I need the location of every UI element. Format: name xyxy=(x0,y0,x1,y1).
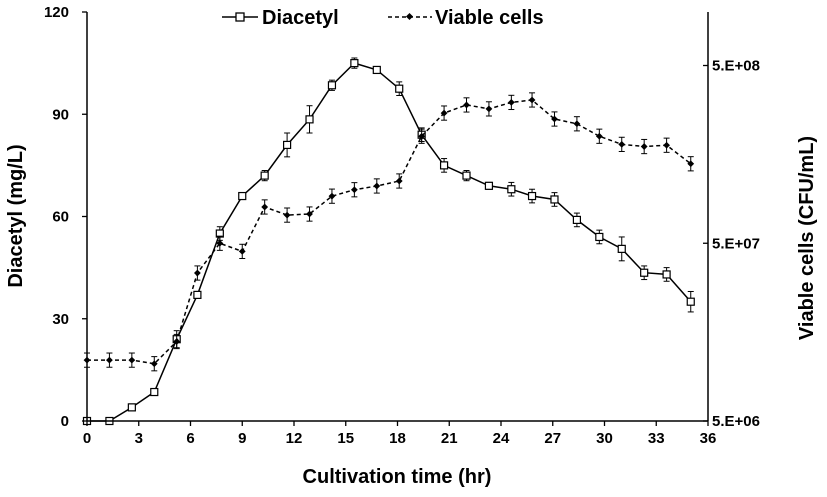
data-point-diacetyl xyxy=(595,232,604,242)
data-point-diacetyl xyxy=(662,270,671,279)
data-point-diacetyl xyxy=(193,290,202,299)
data-point-diacetyl xyxy=(327,81,337,90)
legend: Diacetyl Viable cells xyxy=(222,7,544,29)
data-point-diacetyl xyxy=(617,244,626,253)
x-tick-label: 9 xyxy=(238,430,246,447)
x-tick-label: 0 xyxy=(83,430,91,447)
data-point-diacetyl xyxy=(372,65,381,75)
data-point-diacetyl xyxy=(283,140,292,150)
legend-label-diacetyl: Diacetyl xyxy=(262,7,339,29)
data-point-viable-cells xyxy=(261,203,269,211)
data-point-diacetyl xyxy=(395,84,404,93)
data-point-diacetyl xyxy=(305,115,314,124)
x-tick-label: 36 xyxy=(700,430,717,447)
data-point-viable-cells xyxy=(350,186,358,194)
data-point-viable-cells xyxy=(463,101,470,109)
x-tick-label: 3 xyxy=(135,430,143,447)
data-point-diacetyl xyxy=(462,171,471,180)
data-point-viable-cells xyxy=(128,356,136,364)
x-tick-label: 18 xyxy=(389,430,406,447)
x-tick-label: 30 xyxy=(596,430,613,447)
x-tick-label: 27 xyxy=(544,430,561,447)
data-point-viable-cells xyxy=(216,239,224,247)
data-point-diacetyl xyxy=(260,171,269,180)
data-point-viable-cells xyxy=(106,356,113,364)
y-tick-label: 120 xyxy=(44,4,69,21)
data-point-viable-cells xyxy=(485,105,493,113)
x-tick-label: 21 xyxy=(441,430,458,447)
ticks: 0 3 6 9 12 15 18 21 24 27 30 33 3603060901205.E+065.… xyxy=(44,4,760,447)
data-point-diacetyl xyxy=(550,195,559,204)
data-point-diacetyl xyxy=(439,161,449,170)
series-line-diacetyl xyxy=(87,62,692,422)
data-point-viable-cells xyxy=(640,143,648,150)
data-point-viable-cells xyxy=(507,99,515,106)
data-point-viable-cells xyxy=(328,192,336,200)
y-tick-label: 60 xyxy=(52,209,69,226)
x-tick-label: 6 xyxy=(186,430,194,447)
data-point-viable-cells xyxy=(595,132,603,140)
plot-area xyxy=(82,57,695,426)
data-point-diacetyl xyxy=(127,403,136,412)
data-point-viable-cells xyxy=(283,211,291,219)
y2-tick-label: 5.E+07 xyxy=(712,235,760,252)
y-tick-label: 30 xyxy=(52,311,69,328)
data-point-viable-cells xyxy=(373,182,381,190)
x-tick-label: 15 xyxy=(337,430,354,447)
data-point-viable-cells xyxy=(663,141,670,149)
data-point-diacetyl xyxy=(640,268,649,277)
data-point-viable-cells xyxy=(395,177,403,185)
x-tick-label: 33 xyxy=(648,430,665,447)
series-line-viable-cells xyxy=(87,99,692,365)
y2-tick-label: 5.E+06 xyxy=(712,413,760,430)
data-point-diacetyl xyxy=(350,59,359,68)
data-point-viable-cells xyxy=(573,120,581,128)
data-point-viable-cells xyxy=(687,160,695,168)
data-point-diacetyl xyxy=(507,185,516,194)
data-point-diacetyl xyxy=(150,387,159,397)
y2-tick-label: 5.E+08 xyxy=(712,58,760,75)
data-point-diacetyl xyxy=(686,297,695,306)
data-point-diacetyl xyxy=(572,215,582,225)
data-point-viable-cells xyxy=(418,132,426,140)
legend-marker-diacetyl xyxy=(235,12,245,22)
data-point-viable-cells xyxy=(150,360,158,368)
x-axis-title: Cultivation time (hr) xyxy=(303,466,492,488)
x-tick-label: 12 xyxy=(286,430,303,447)
legend-marker-viable-cells xyxy=(405,12,414,21)
axes xyxy=(86,12,709,422)
y2-axis-title: Viable cells (CFU/mL) xyxy=(796,136,818,340)
x-tick-label: 24 xyxy=(493,430,510,447)
data-point-viable-cells xyxy=(238,247,246,255)
data-point-viable-cells xyxy=(194,269,201,277)
data-point-viable-cells xyxy=(306,210,313,218)
data-point-diacetyl xyxy=(238,191,247,201)
data-point-diacetyl xyxy=(484,181,494,190)
data-point-viable-cells xyxy=(173,338,181,345)
y-tick-label: 0 xyxy=(61,413,69,430)
data-point-viable-cells xyxy=(528,96,536,104)
data-point-diacetyl xyxy=(527,191,537,201)
legend-label-viable-cells: Viable cells xyxy=(435,7,544,29)
y-axis-title: Diacetyl (mg/L) xyxy=(5,144,27,287)
data-point-viable-cells xyxy=(618,140,626,148)
y-tick-label: 90 xyxy=(52,106,69,123)
